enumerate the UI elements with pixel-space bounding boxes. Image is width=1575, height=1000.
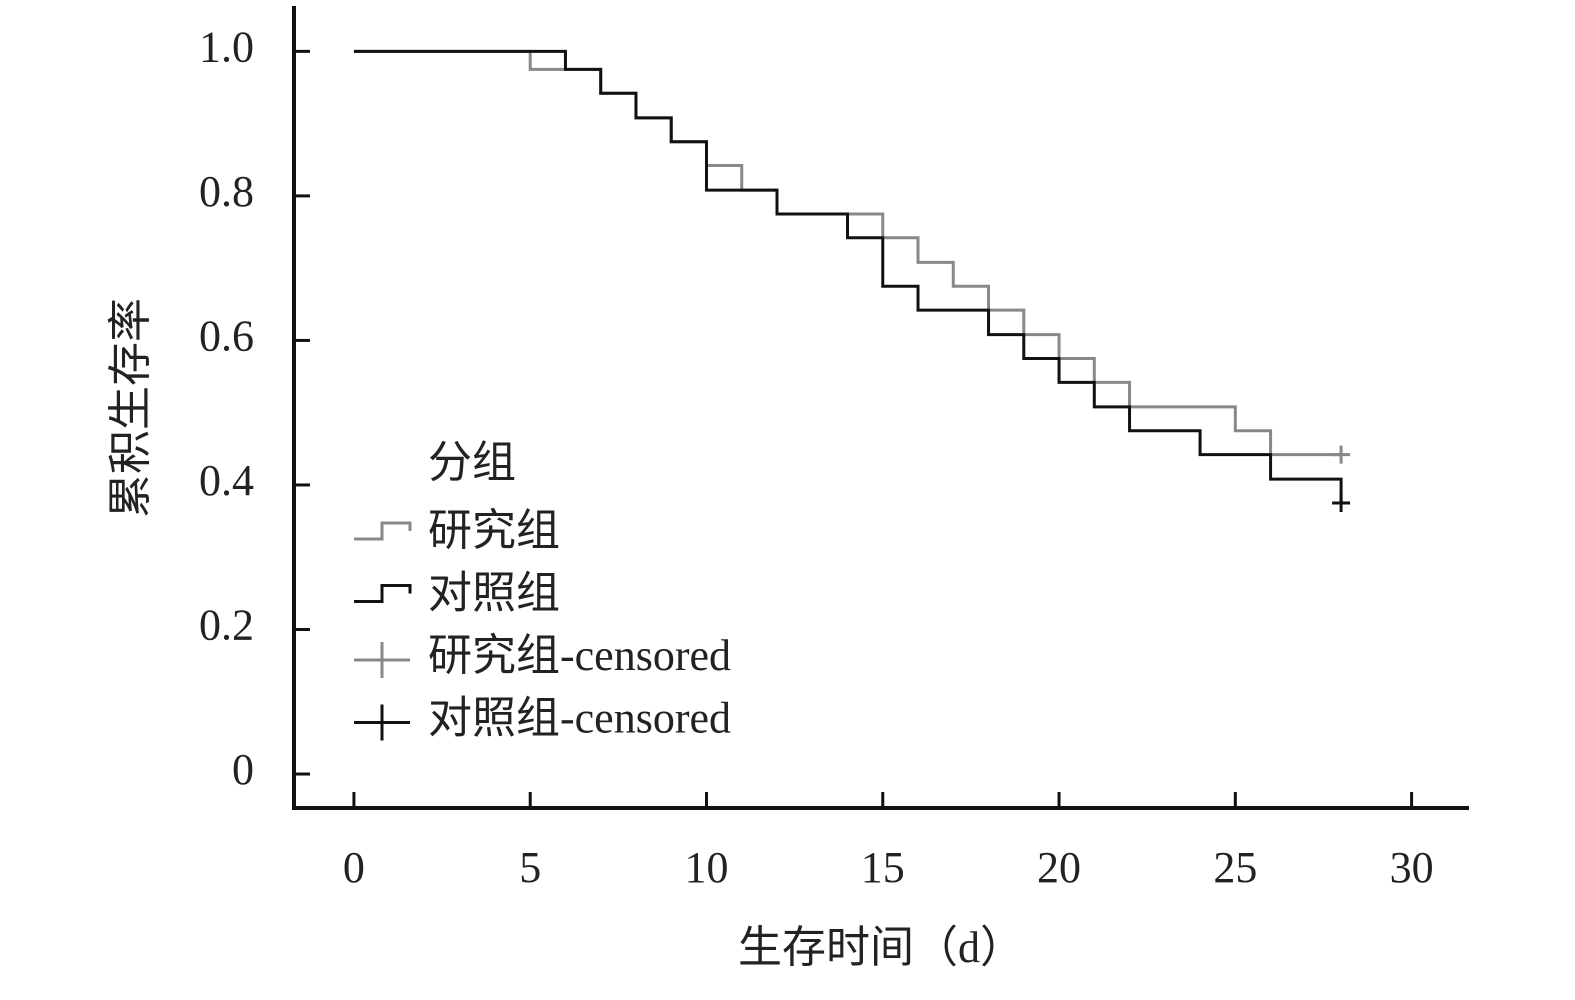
legend-title: 分组 bbox=[428, 438, 516, 487]
survival-curve bbox=[353, 49, 1343, 504]
censor-mark bbox=[1332, 445, 1351, 464]
y-tick-label: 0.6 bbox=[199, 312, 254, 361]
y-tick-label: 0.4 bbox=[199, 456, 254, 505]
y-tick-label: 0.2 bbox=[199, 601, 254, 650]
survival-curve bbox=[353, 49, 1342, 457]
legend-icon bbox=[354, 521, 412, 541]
y-tick-label: 0 bbox=[232, 745, 254, 794]
x-tick-label: 15 bbox=[861, 843, 905, 892]
x-tick-label: 25 bbox=[1213, 843, 1257, 892]
x-axis-label: 生存时间（d） bbox=[738, 923, 1024, 972]
x-tick-label: 30 bbox=[1390, 843, 1434, 892]
legend-label: 对照组-censored bbox=[428, 694, 731, 743]
legend-icon bbox=[354, 704, 410, 741]
legend-label: 对照组 bbox=[428, 569, 560, 618]
x-tick-label: 0 bbox=[343, 843, 365, 892]
y-tick-label: 1.0 bbox=[199, 22, 254, 71]
x-tick-label: 5 bbox=[519, 843, 541, 892]
censor-mark bbox=[1332, 494, 1351, 513]
legend-label: 研究组-censored bbox=[428, 631, 731, 680]
y-axis-label: 累积生存率 bbox=[106, 298, 155, 518]
legend-icon bbox=[354, 584, 412, 603]
legend-label: 研究组 bbox=[428, 506, 560, 555]
x-tick-label: 20 bbox=[1037, 843, 1081, 892]
y-tick-label: 0.8 bbox=[199, 167, 254, 216]
legend-icon bbox=[354, 642, 410, 678]
x-tick-label: 10 bbox=[684, 843, 728, 892]
